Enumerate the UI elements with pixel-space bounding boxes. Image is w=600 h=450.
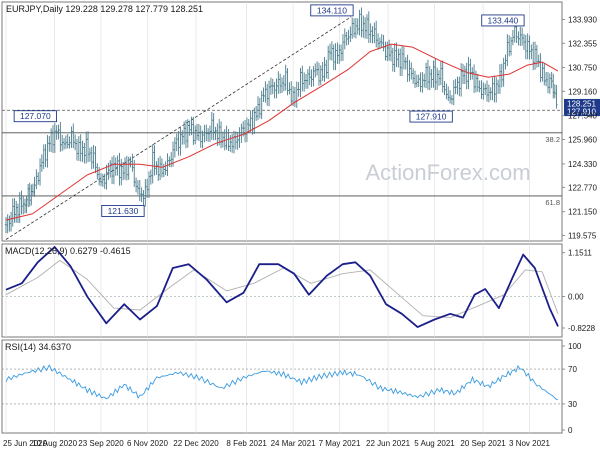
x-tick-label: 8 Feb 2021 (226, 439, 267, 448)
x-tick-label: 6 Nov 2020 (127, 439, 168, 448)
current-price-badge (564, 98, 600, 108)
y-tick-label: 1.1511 (568, 249, 592, 258)
x-tick-label: 3 Nov 2021 (509, 439, 550, 448)
price-panel-frame (1, 1, 563, 242)
current-price-badge-label: 127.910 (567, 108, 596, 117)
watermark: ActionForex.com (365, 160, 530, 185)
x-tick-label: 7 May 2021 (319, 439, 361, 448)
grid-layer (5, 2, 530, 433)
annotations: 134.110133.440127.070121.630127.910128.2… (13, 4, 600, 217)
y-tick-label: 100 (568, 342, 582, 351)
y-tick-label: 122.770 (568, 183, 597, 192)
y-tick-label: 124.330 (568, 160, 597, 169)
price-annotation-label: 127.910 (416, 112, 447, 122)
y-tick-label: 132.355 (568, 39, 597, 48)
price-panel-title: EURJPY,Daily 129.228 129.278 127.779 128… (6, 4, 203, 14)
y-tick-label: 121.150 (568, 208, 597, 217)
price-bars (4, 7, 558, 234)
x-tick-label: 22 Dec 2020 (173, 439, 219, 448)
x-tick-label: 24 Mar 2021 (271, 439, 316, 448)
y-tick-label: 125.960 (568, 135, 597, 144)
price-annotation-label: 134.110 (317, 5, 347, 15)
rsi-line (5, 364, 559, 401)
price-annotation-box (409, 110, 453, 123)
y-tick-label: 119.575 (568, 231, 597, 240)
macd-panel-frame (1, 243, 563, 338)
macd-signal-line (5, 259, 559, 319)
y-tick-label: 0.00 (568, 293, 584, 302)
reference-lines: 38.2 61.8 (2, 16, 562, 405)
price-annotation-box (310, 4, 354, 17)
moving-average-line (5, 43, 559, 221)
fib-level-label: 38.2 (545, 135, 560, 144)
y-tick-label: 130.750 (568, 63, 597, 72)
y-tick-label: 0 (568, 426, 573, 435)
price-annotation-box (481, 14, 525, 27)
x-tick-label: 22 Jun 2021 (366, 439, 411, 448)
price-annotation-box (101, 205, 145, 217)
price-annotation-label: 127.070 (20, 111, 51, 121)
y-tick-label: -0.8228 (568, 324, 596, 333)
y-tick-label: 127.540 (568, 112, 597, 121)
macd-panel-title: MACD(12,26,9) 0.6279 -0.4615 (5, 246, 131, 256)
trendline (5, 16, 352, 240)
y-tick-label: 133.930 (568, 16, 597, 25)
x-tick-label: 25 Jun 2020 (3, 439, 48, 448)
series-lines (5, 43, 559, 401)
price-annotation-box (13, 110, 58, 123)
current-price-badge-label: 128.251 (567, 99, 596, 108)
price-annotation-label: 133.440 (488, 15, 519, 25)
fib-level-label: 61.8 (545, 198, 560, 207)
x-tick-label: 20 Sep 2021 (460, 439, 506, 448)
rsi-panel-title: RSI(14) 34.6370 (5, 342, 71, 352)
y-tick-label: 30 (568, 400, 577, 409)
y-tick-label: 70 (568, 365, 577, 374)
macd-line (5, 246, 559, 329)
x-tick-label: 5 Aug 2021 (414, 439, 455, 448)
x-tick-label: 23 Sep 2020 (78, 439, 124, 448)
price-annotation-label: 121.630 (108, 206, 139, 216)
x-tick-label: 10 Aug 2020 (32, 439, 77, 448)
y-tick-label: 129.160 (568, 87, 597, 96)
rsi-panel-frame (1, 339, 563, 434)
current-price-badge (564, 107, 600, 117)
